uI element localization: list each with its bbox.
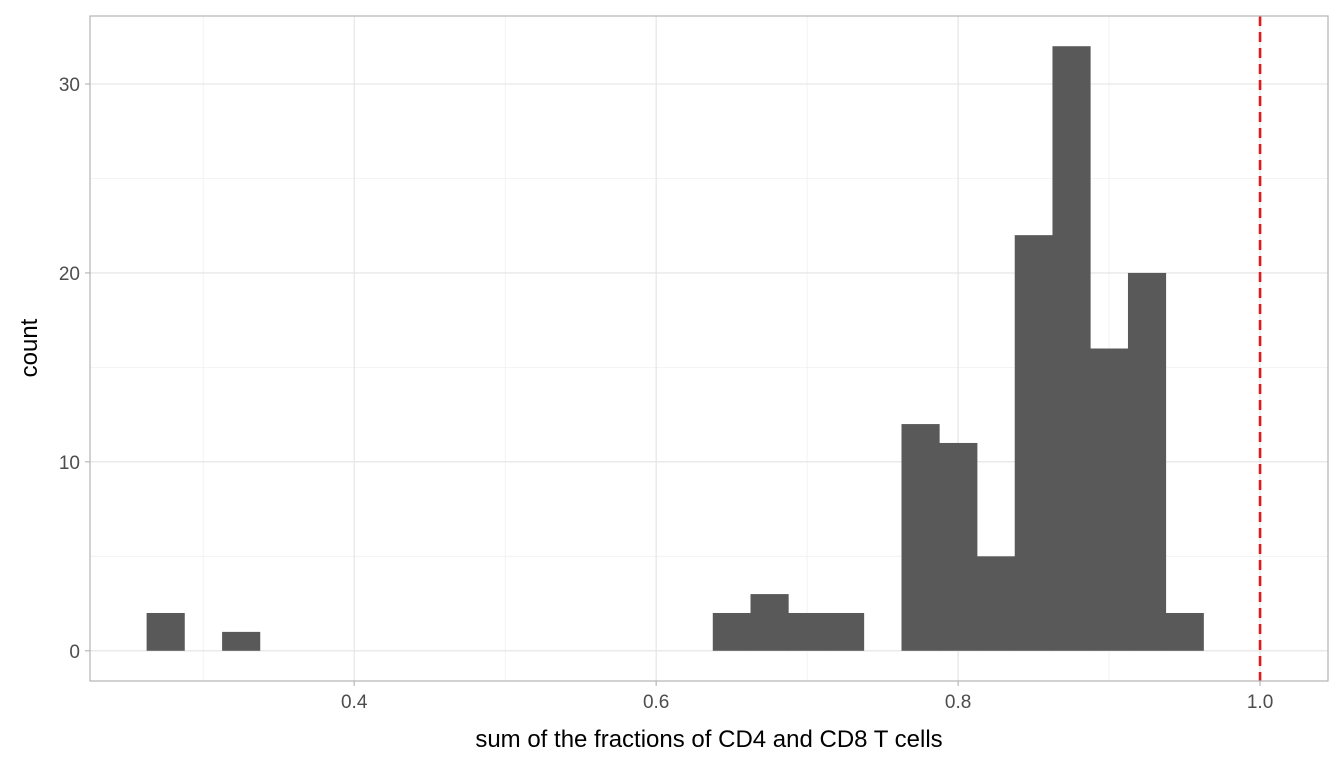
histogram-bar (712, 612, 751, 651)
histogram-bar (1127, 272, 1167, 651)
x-axis-title: sum of the fractions of CD4 and CD8 T ce… (475, 726, 942, 753)
histogram-bar (1165, 612, 1204, 651)
histogram-bar (1014, 235, 1053, 651)
histogram-bar (939, 442, 978, 651)
histogram-bar (976, 556, 1016, 651)
minor-gridlines (90, 16, 1328, 681)
histogram-bar (146, 612, 185, 651)
histogram-bar (826, 612, 865, 651)
histogram-bar (750, 594, 789, 651)
x-axis-ticks: 0.4 0.6 0.8 1.0 (341, 681, 1273, 713)
x-tick-label: 0.8 (945, 692, 971, 713)
histogram-bar (1090, 348, 1129, 651)
y-tick-label: 10 (59, 453, 80, 474)
histogram-bars (146, 46, 1204, 651)
histogram-bar (901, 424, 940, 651)
y-axis-ticks: 0 10 20 30 (59, 75, 90, 663)
x-tick-label: 1.0 (1247, 692, 1273, 713)
x-tick-label: 0.4 (341, 692, 368, 713)
x-tick-label: 0.6 (643, 692, 669, 713)
histogram-bar (788, 612, 827, 651)
y-axis-title: count (16, 318, 43, 377)
y-tick-label: 0 (69, 642, 80, 663)
histogram-bar (222, 631, 261, 651)
y-tick-label: 20 (59, 264, 80, 285)
y-tick-label: 30 (59, 75, 80, 96)
panel-border (89, 15, 1329, 682)
histogram-bar (1052, 46, 1091, 651)
